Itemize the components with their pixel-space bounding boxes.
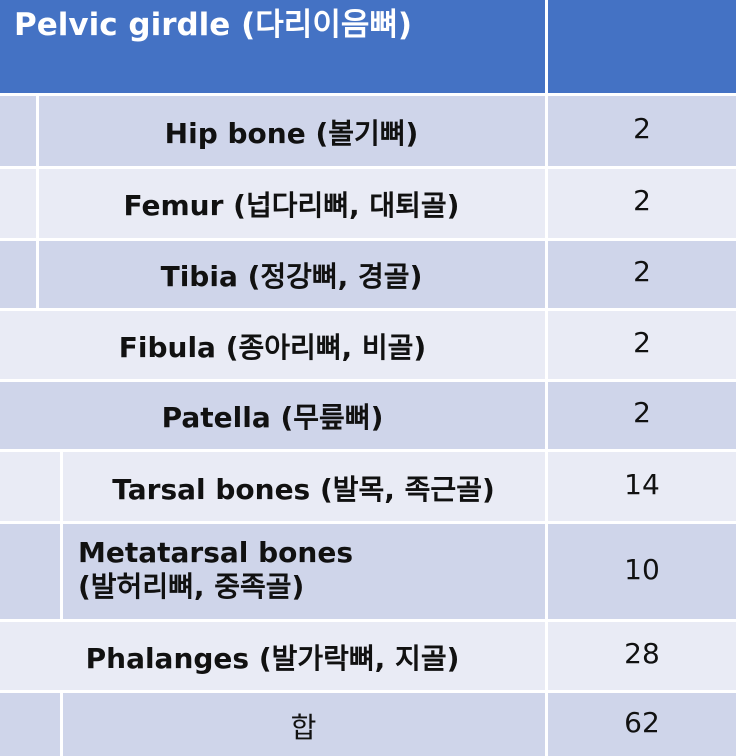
row-name: Femur (넙다리뼈, 대퇴골) <box>123 189 460 222</box>
table-row: Tibia (정강뼈, 경골) 2 <box>0 240 736 308</box>
row-separator <box>0 238 736 241</box>
table-row: Patella (무릎뼈) 2 <box>0 381 736 449</box>
row-name: Hip bone (볼기뼈) <box>164 117 419 150</box>
header-column-divider <box>545 0 548 93</box>
column-divider <box>545 93 548 756</box>
row-name-line-2: (발허리뼈, 중족골) <box>78 570 305 603</box>
row-name-line-1: Metatarsal bones <box>78 536 353 569</box>
row-name: Phalanges (발가락뼈, 지골) <box>85 642 460 675</box>
row-separator <box>0 521 736 524</box>
total-row: 합 62 <box>0 692 736 756</box>
row-separator <box>0 690 736 693</box>
row-name: Patella (무릎뼈) <box>161 401 384 434</box>
row-separator <box>0 449 736 452</box>
table-row: Phalanges (발가락뼈, 지골) 28 <box>0 621 736 690</box>
indent-divider <box>60 692 63 756</box>
indent-divider <box>36 96 39 308</box>
row-count: 2 <box>633 255 651 288</box>
row-count: 2 <box>633 396 651 429</box>
table-row: Fibula (종아리뼈, 비골) 2 <box>0 311 736 379</box>
row-separator <box>0 619 736 622</box>
total-count: 62 <box>624 706 660 739</box>
table-row: Metatarsal bones (발허리뼈, 중족골) 10 <box>0 523 736 619</box>
row-count: 10 <box>624 553 660 586</box>
row-count: 2 <box>633 326 651 359</box>
row-name: Fibula (종아리뼈, 비골) <box>118 331 427 364</box>
table-row: Tarsal bones (발목, 족근골) 14 <box>0 451 736 521</box>
table-header: Pelvic girdle (다리이음뼈) <box>0 0 736 93</box>
row-name: Tibia (정강뼈, 경골) <box>160 260 423 293</box>
row-name: Metatarsal bones (발허리뼈, 중족골) <box>78 536 353 604</box>
row-count: 14 <box>624 468 660 501</box>
table-row: Hip bone (볼기뼈) 2 <box>0 96 736 166</box>
indent-divider <box>60 451 63 619</box>
header-title: Pelvic girdle (다리이음뼈) <box>14 7 413 43</box>
row-separator <box>0 93 736 96</box>
row-count: 2 <box>633 112 651 145</box>
total-label: 합 <box>290 711 317 744</box>
row-name: Tarsal bones (발목, 족근골) <box>112 473 495 506</box>
row-count: 28 <box>624 637 660 670</box>
row-count: 2 <box>633 184 651 217</box>
row-separator <box>0 379 736 382</box>
row-separator <box>0 166 736 169</box>
table-row: Femur (넙다리뼈, 대퇴골) 2 <box>0 168 736 238</box>
row-separator <box>0 308 736 311</box>
